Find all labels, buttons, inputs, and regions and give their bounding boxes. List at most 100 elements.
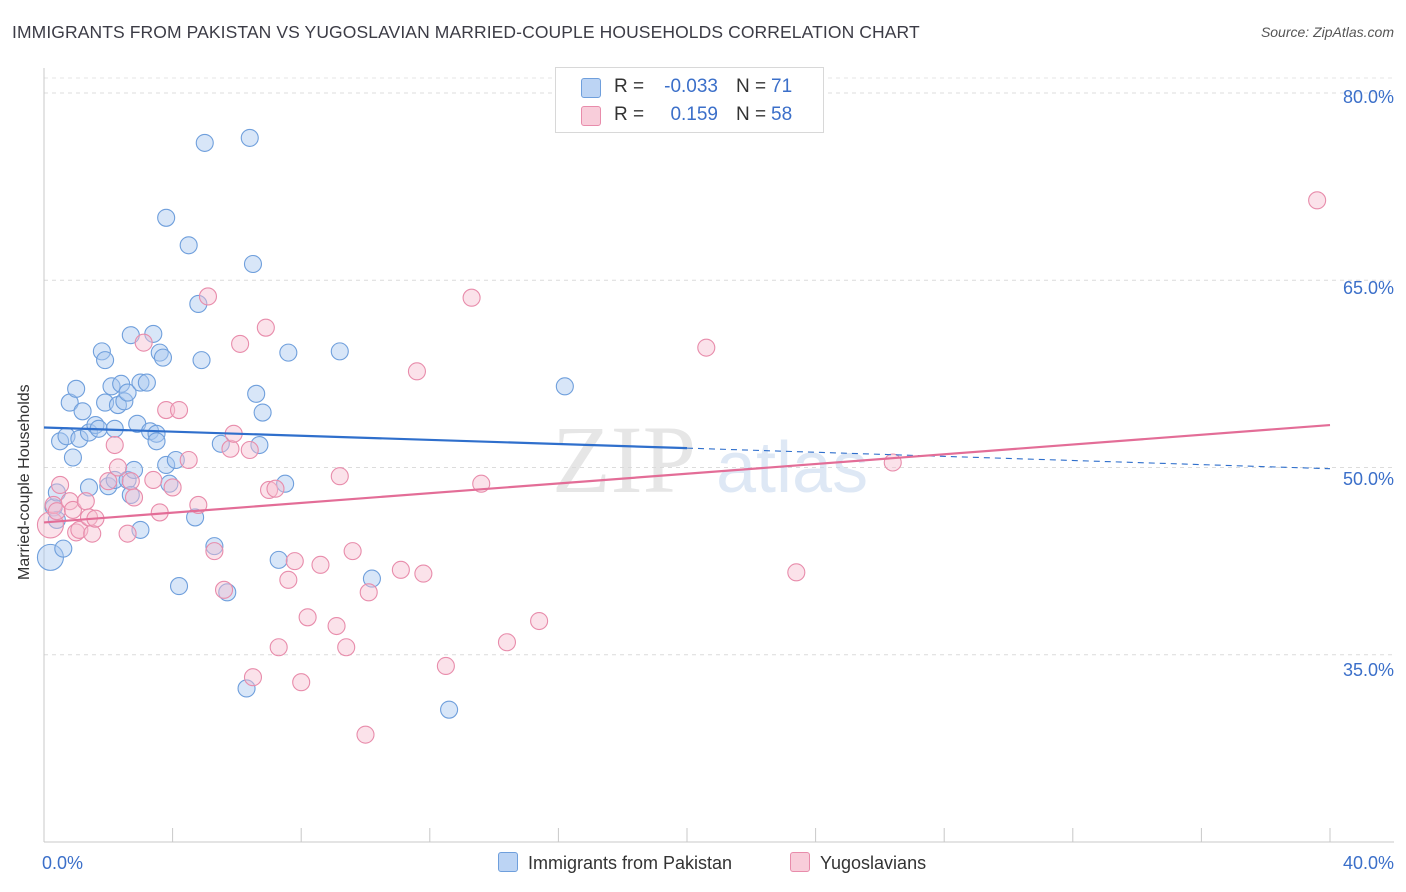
pakistan-point: [279, 343, 298, 362]
pakistan-point: [150, 343, 169, 362]
pakistan-trend-line: [43, 426, 688, 450]
yugoslavian-point: [279, 570, 298, 589]
yugoslavian-point: [462, 288, 481, 307]
yugoslavian-point: [205, 542, 224, 561]
legend-r-value: 0.159: [670, 104, 718, 125]
pakistan-point: [269, 550, 288, 569]
pakistan-point: [205, 537, 224, 556]
pakistan-point: [67, 379, 86, 398]
yugoslavian-point: [343, 542, 362, 561]
legend-r-value: -0.033: [664, 76, 718, 97]
pakistan-point: [243, 254, 263, 274]
pakistan-point: [218, 583, 237, 602]
pakistan-point: [54, 539, 73, 558]
watermark: ZIP atlas: [552, 406, 868, 513]
pakistan-point: [96, 351, 115, 370]
yugoslavian-point: [311, 555, 330, 574]
yugoslavian-point: [121, 472, 140, 491]
legend-row-yugoslavians: R = 0.159 N = 58: [556, 102, 823, 128]
yugoslavian-point: [221, 439, 240, 458]
yugoslavian-point: [108, 458, 127, 477]
yugoslavian-point: [414, 564, 433, 583]
y-tick-80: 80.0%: [1342, 87, 1394, 107]
legend-n-label: N =: [736, 76, 767, 97]
watermark-atlas: atlas: [716, 428, 868, 508]
pakistan-point: [121, 485, 140, 504]
pakistan-point: [276, 474, 295, 493]
pakistan-point: [362, 569, 381, 588]
yugoslavian-point: [292, 673, 311, 692]
legend-swatch-yugoslavians: [790, 852, 810, 872]
yugoslavian-point: [391, 560, 410, 579]
pakistan-point: [247, 384, 266, 403]
yugoslavian-point: [179, 450, 198, 470]
yugoslavian-point: [497, 633, 517, 652]
yugoslavian-point: [337, 638, 356, 657]
yugoslavian-point: [285, 552, 304, 571]
yugoslavian-point: [157, 401, 176, 420]
legend-n-value: 71: [771, 76, 793, 97]
legend-r-label: R =: [614, 104, 645, 125]
yugoslavian-point: [883, 453, 902, 472]
legend-r-label: R =: [614, 76, 645, 97]
legend-item-yugoslavians: Yugoslavians: [790, 852, 926, 874]
grid-lines: [44, 77, 1394, 656]
yugoslavian-point: [327, 616, 346, 636]
x-tick-min: 0.0%: [42, 853, 84, 873]
legend-row-pakistan: R = -0.033 N = 71: [556, 74, 823, 100]
pakistan-point: [157, 208, 176, 227]
legend-label-yugoslavians: Yugoslavians: [820, 853, 927, 873]
pakistan-point: [137, 373, 156, 392]
yugoslavian-point: [231, 334, 250, 353]
legend-swatch-pakistan: [498, 852, 518, 872]
yugoslavian-point: [63, 500, 82, 519]
pakistan-point: [166, 450, 185, 470]
yugoslavian-point: [163, 478, 182, 497]
yugoslavian-point: [269, 638, 288, 657]
y-tick-65: 65.0%: [1342, 278, 1394, 298]
axes: [43, 68, 1394, 843]
yugoslavian-point: [266, 479, 285, 498]
yugoslavian-point: [67, 523, 86, 542]
yugoslavian-point: [787, 563, 806, 582]
yugoslavian-point: [47, 502, 66, 521]
yugoslavian-point: [330, 467, 349, 486]
source-label: Source: ZipAtlas.com: [1260, 24, 1394, 40]
pakistan-trend-line-extension: [686, 447, 1331, 470]
pakistan-point: [131, 373, 150, 392]
yugoslavian-point: [259, 480, 279, 500]
pakistan-point: [253, 403, 272, 422]
yugoslavian-point: [298, 608, 317, 627]
pakistan-point: [250, 435, 269, 455]
yugoslavian-point: [243, 668, 263, 687]
yugoslavian-point: [118, 524, 137, 543]
pakistan-point: [169, 577, 189, 596]
legend-swatch-pakistan: [581, 78, 601, 98]
yugoslavian-point: [134, 333, 153, 352]
legend-n-label: N =: [736, 104, 767, 125]
yugoslavian-point: [359, 583, 378, 602]
yugoslavian-trend-line: [43, 423, 1331, 524]
yugoslavian-point: [436, 656, 455, 676]
correlation-legend: R = -0.033 N = 71 R = 0.159 N = 58: [555, 67, 824, 133]
trend-lines: [43, 423, 1331, 524]
pakistan-point: [192, 351, 211, 370]
pakistan-point: [147, 432, 166, 451]
yugoslavian-point: [51, 475, 70, 495]
pakistan-point: [147, 424, 166, 443]
pakistan-point: [79, 478, 99, 497]
pakistan-point: [240, 128, 259, 147]
pakistan-point: [63, 448, 82, 467]
x-tick-max: 40.0%: [1342, 853, 1394, 873]
yugoslavian-point: [105, 435, 124, 455]
yugoslavian-point: [240, 440, 259, 460]
yugoslavian-point: [76, 492, 95, 511]
yugoslavian-point: [697, 338, 716, 357]
pakistan-point: [440, 700, 459, 719]
pakistan-point: [118, 383, 137, 402]
legend-swatch-yugoslavians: [581, 106, 601, 126]
yugoslavian-point: [169, 401, 189, 420]
yugoslavian-point: [214, 580, 234, 599]
yugoslavian-point: [530, 611, 549, 631]
yugoslavian-point: [407, 362, 426, 381]
